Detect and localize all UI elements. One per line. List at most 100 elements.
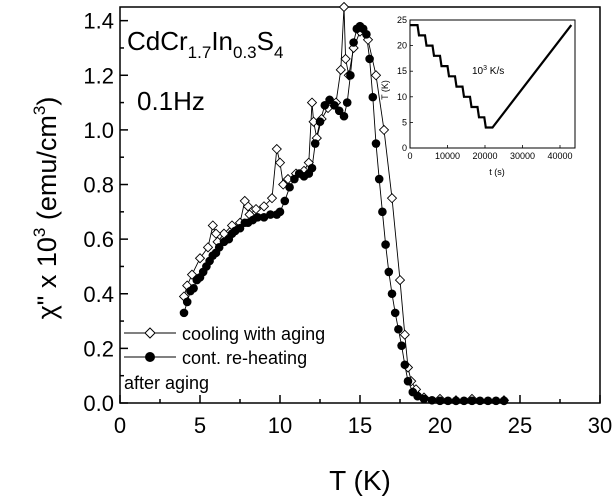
y-axis-label-close: )	[32, 97, 62, 106]
cooling-data-point	[370, 70, 382, 81]
y-tick-label: 0.2	[83, 336, 114, 361]
y-axis-label-main: χ" x 10	[32, 237, 62, 319]
y-tick-label: 0.6	[83, 227, 114, 252]
inset-x-tick-label: 10000	[435, 151, 460, 161]
cooling-data-point	[258, 201, 270, 212]
reheating-data-point	[339, 111, 349, 121]
reheating-data-point	[451, 396, 461, 406]
inset-y-tick-label: 0	[402, 143, 407, 153]
y-axis-label: χ" x 103 (emu/cm3)	[30, 97, 62, 320]
reheating-data-point	[310, 139, 320, 148]
cooling-data-point	[210, 228, 222, 239]
x-axis-ticks: 0 5 10 15 20 25 30	[114, 395, 612, 438]
y-axis-label-units: (emu/cm	[32, 115, 62, 228]
reheating-data-point	[349, 38, 358, 47]
y-axis-label-units-exp: 3	[30, 106, 49, 115]
formula-part-1: CdCr	[127, 26, 188, 56]
reheating-data-point	[475, 396, 485, 406]
inset-frame	[409, 19, 576, 149]
cooling-data-point	[399, 329, 410, 340]
formula-sub-2: 0.3	[233, 43, 257, 62]
reheating-data-point	[435, 396, 445, 406]
reheating-data-point	[342, 98, 352, 107]
reheating-data-point	[371, 139, 381, 148]
inset-series	[410, 24, 573, 129]
formula-annotation: CdCr1.7In0.3S4	[127, 26, 283, 62]
x-tick-label: 15	[348, 413, 372, 438]
reheating-data-point	[315, 117, 325, 127]
legend-label-reheating: cont. re-heating	[182, 348, 307, 368]
x-tick-label: 10	[268, 413, 292, 438]
inset-y-axis-ticks: 0 5 10 15 20 25	[397, 15, 413, 153]
y-axis-ticks: 0.0 0.2 0.4 0.6 0.8 1.0 1.2 1.4	[83, 9, 128, 416]
reheating-data-point	[189, 283, 198, 293]
reheating-data-point	[374, 174, 384, 184]
reheating-data-point	[390, 308, 400, 318]
y-tick-label: 1.4	[83, 9, 114, 34]
cooling-data-point	[194, 253, 206, 264]
reheating-data-point	[397, 341, 406, 350]
reheating-data-point	[280, 196, 290, 206]
reheating-data-point	[387, 289, 397, 299]
x-tick-label: 25	[508, 413, 532, 438]
inset-annotation-rest: K/s	[487, 66, 504, 77]
reheating-data-point	[285, 182, 294, 192]
inset-y-tick-label: 25	[397, 15, 407, 25]
legend-label-reheating-2: after aging	[124, 373, 209, 393]
legend-marker-cooling	[144, 327, 156, 339]
reheating-data-point	[182, 297, 192, 307]
reheating-data-point	[378, 207, 387, 217]
cooling-data-point	[335, 64, 346, 75]
cooling-data-point	[266, 193, 278, 204]
main-plot-series	[178, 1, 510, 406]
reheating-data-point	[362, 30, 371, 39]
inset-x-tick-label: 20000	[472, 151, 497, 161]
cooling-data-point	[348, 42, 359, 54]
x-tick-label: 30	[588, 413, 612, 438]
reheating-data-point	[381, 240, 390, 249]
legend: cooling with aging cont. re-heating afte…	[124, 324, 325, 393]
inset-x-tick-label: 30000	[510, 151, 535, 161]
reheating-data-point	[368, 92, 378, 102]
reheating-data-point	[459, 396, 469, 406]
cooling-data-point	[207, 220, 218, 231]
reheating-data-point	[499, 396, 509, 406]
reheating-data-point	[427, 395, 437, 405]
reheating-data-point	[419, 394, 429, 404]
inset-x-axis-ticks: 0 10000 20000 30000 40000	[407, 145, 573, 161]
reheating-data-point	[443, 396, 453, 406]
reheating-data-point	[275, 207, 285, 217]
x-tick-label: 5	[194, 413, 206, 438]
cooling-data-point	[239, 195, 250, 207]
reheating-data-point	[394, 324, 403, 334]
x-tick-label: 0	[114, 413, 126, 438]
reheating-data-point	[346, 70, 355, 80]
legend-label-cooling: cooling with aging	[182, 324, 325, 344]
reheating-data-point	[491, 396, 501, 406]
inset-y-axis-label: T (K)	[380, 80, 390, 100]
cooling-data-point	[378, 124, 390, 136]
cooling-data-point	[274, 157, 286, 168]
reheating-data-point	[307, 163, 317, 173]
inset-y-tick-label: 10	[397, 92, 407, 102]
inset-temperature-profile-line	[410, 24, 573, 129]
formula-part-3: S	[257, 26, 274, 56]
reheating-data-point	[266, 210, 275, 219]
inset-y-tick-label: 15	[397, 66, 407, 76]
reheating-data-point	[365, 54, 374, 64]
x-axis-label: T (K)	[329, 465, 391, 496]
inset-x-tick-label: 0	[407, 151, 412, 161]
reheating-data-point	[403, 376, 413, 386]
inset-x-axis-label: t (s)	[489, 167, 505, 177]
cooling-data-point	[386, 193, 398, 204]
cooling-data-point	[338, 1, 350, 13]
inset-y-tick-label: 5	[402, 117, 407, 127]
y-tick-label: 0.8	[83, 173, 114, 198]
inset-annotation-exp: 3	[483, 65, 487, 72]
formula-part-2: In	[211, 26, 233, 56]
inset-annotation: 103 K/s	[472, 65, 504, 77]
cooling-data-point	[394, 274, 406, 286]
formula-sub-1: 1.7	[188, 43, 212, 62]
